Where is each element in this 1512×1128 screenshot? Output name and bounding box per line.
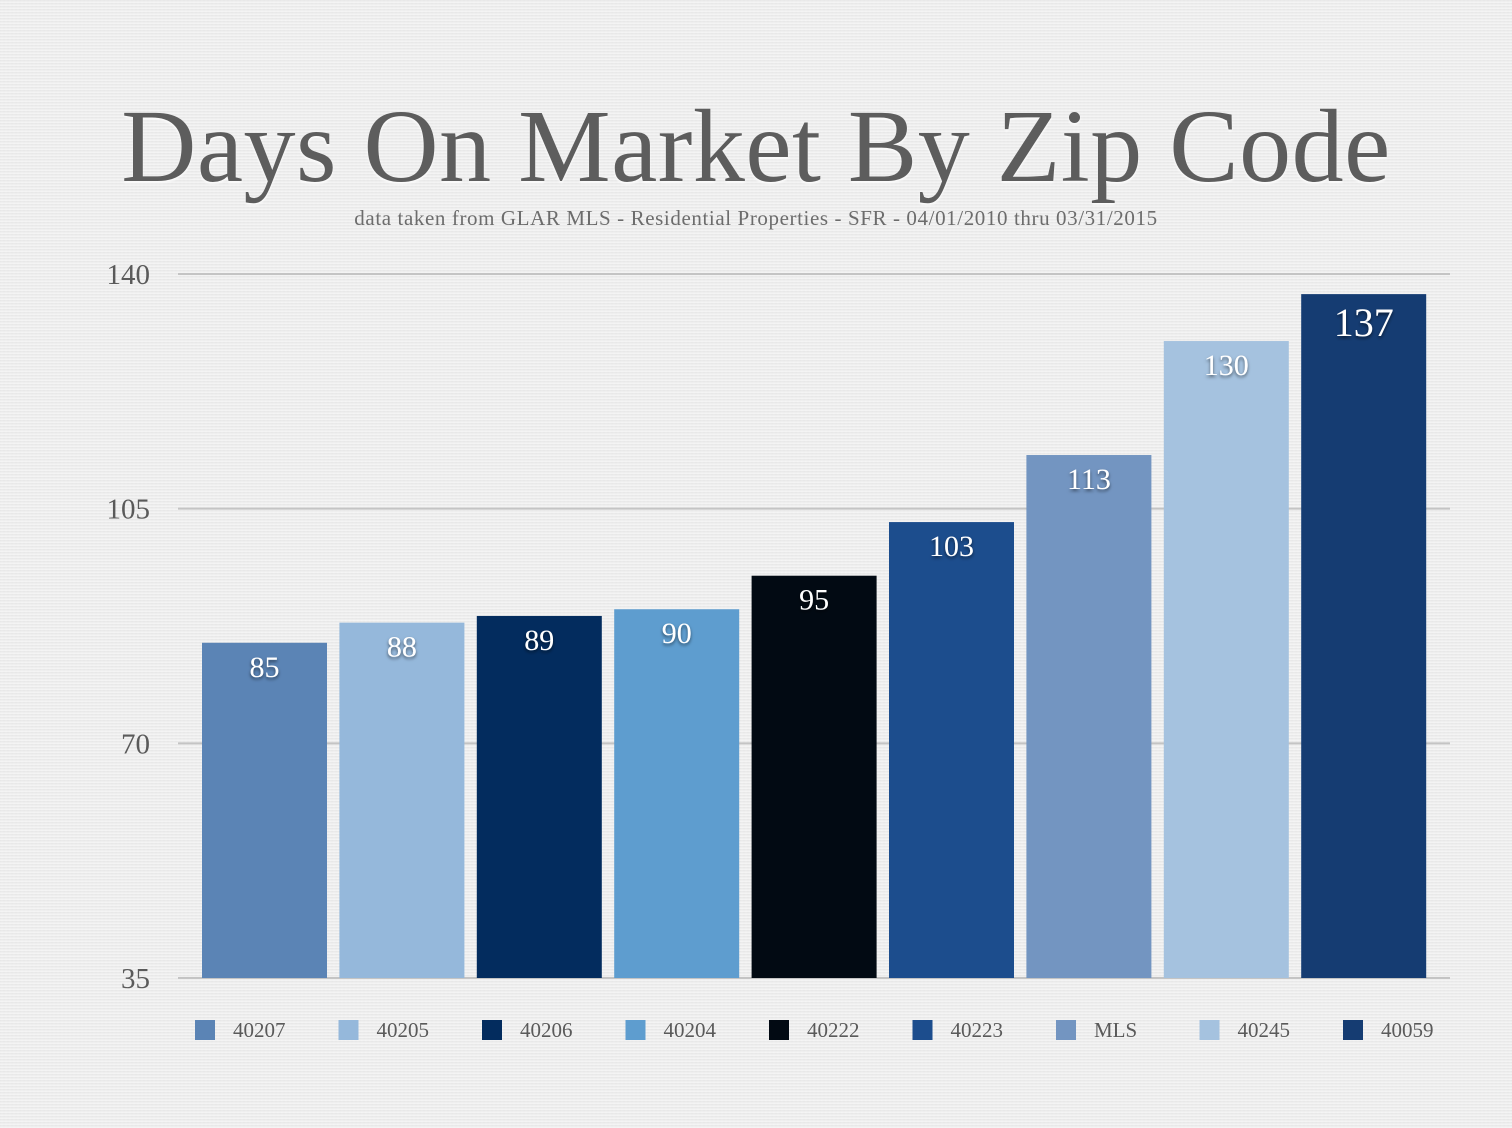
bar-40207 [202,642,327,978]
legend-swatch-40205 [338,1020,359,1040]
value-label-40205: 88 [387,631,417,664]
bars [202,294,1427,979]
y-tick-label: 140 [107,259,151,291]
bar-40222 [751,575,877,978]
bar-40223 [889,522,1014,978]
legend-swatch-MLS [1056,1020,1076,1040]
legend-swatch-40206 [482,1020,502,1040]
legend-label-40204: 40204 [664,1018,717,1042]
legend-label-40059: 40059 [1381,1018,1434,1042]
legend-label-40222: 40222 [807,1018,860,1042]
chart-title: Days On Market By Zip Code [121,89,1391,204]
legend: 40207 40205 40206 40204 40222 40223 MLS 40245 40… [195,1018,1434,1042]
legend-label-40223: 40223 [951,1018,1004,1042]
legend-swatch-40245 [1199,1020,1220,1040]
bar-40059 [1301,294,1427,979]
value-label-MLS: 113 [1067,463,1111,496]
bar-40204 [614,609,740,978]
y-tick-label: 70 [121,728,150,760]
value-label-40204: 90 [662,617,692,650]
legend-label-40205: 40205 [377,1018,430,1042]
bar-MLS [1026,455,1152,978]
legend-label-40245: 40245 [1238,1018,1291,1042]
legend-swatch-40222 [769,1020,789,1040]
y-tick-label: 35 [121,963,150,995]
chart-subtitle: data taken from GLAR MLS - Residential P… [354,206,1158,230]
value-label-40223: 103 [929,530,974,563]
bar-40206 [476,615,602,978]
value-label-40207: 85 [250,651,280,684]
legend-swatch-40059 [1343,1020,1363,1040]
value-labels: 85 88 89 90 95 103 113 130 137 [250,300,1394,684]
bar-40245 [1163,341,1289,978]
value-label-40245: 130 [1204,349,1249,382]
value-label-40059: 137 [1334,300,1394,345]
y-tick-label: 105 [107,494,151,526]
legend-label-MLS: MLS [1094,1018,1137,1042]
bar-40205 [339,622,465,978]
legend-label-40207: 40207 [233,1018,286,1042]
value-label-40206: 89 [524,624,554,657]
legend-swatch-40223 [912,1020,933,1040]
legend-label-40206: 40206 [520,1018,573,1042]
y-axis-ticks: 35 70 105 140 [107,259,151,995]
legend-swatch-40207 [195,1020,215,1040]
value-label-40222: 95 [799,584,829,617]
legend-swatch-40204 [625,1020,646,1040]
